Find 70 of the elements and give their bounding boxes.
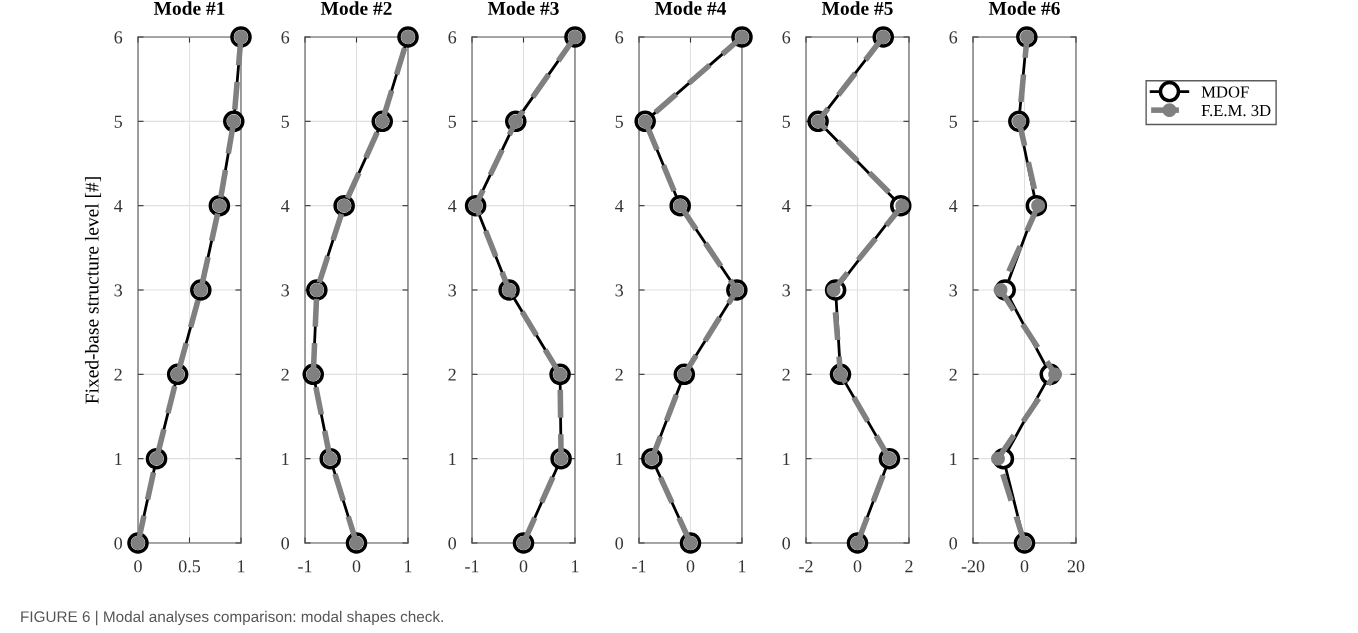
y-tick-label: 3 xyxy=(782,284,791,297)
chart-title: Mode #4 xyxy=(654,1,727,15)
chart-title: Mode #2 xyxy=(320,1,392,15)
y-tick-label: 3 xyxy=(114,284,123,297)
y-axis-title: Fixed-base structure level [#] xyxy=(84,177,102,404)
x-tick-label: 1 xyxy=(405,560,412,573)
x-tick-label: 0 xyxy=(1020,560,1029,573)
y-tick-label: 3 xyxy=(448,284,457,297)
chart-title: Mode #3 xyxy=(487,1,559,15)
x-tick-label: 0.5 xyxy=(178,560,201,573)
y-tick-label: 2 xyxy=(114,368,122,381)
y-tick-label: 1 xyxy=(115,453,122,465)
legend-label: F.E.M. 3D xyxy=(1201,104,1271,117)
x-tick-label: 0 xyxy=(352,560,361,573)
y-tick-label: 0 xyxy=(281,537,290,550)
y-tick-label: 6 xyxy=(949,31,958,44)
x-tick-label: -1 xyxy=(632,560,646,573)
y-tick-label: 0 xyxy=(448,537,457,550)
x-tick-label: -2 xyxy=(799,560,813,573)
y-tick-label: 5 xyxy=(615,115,624,128)
y-tick-label: 0 xyxy=(949,537,958,550)
x-tick-label: 20 xyxy=(1067,560,1085,573)
y-tick-label: 3 xyxy=(949,284,958,297)
chart-title: Mode #6 xyxy=(988,1,1060,15)
y-tick-label: 4 xyxy=(615,200,624,212)
y-tick-label: 1 xyxy=(282,453,289,465)
y-tick-label: 0 xyxy=(782,537,791,550)
x-tick-label: -1 xyxy=(465,560,479,573)
y-tick-label: 3 xyxy=(281,284,290,297)
x-tick-label: -20 xyxy=(961,560,985,573)
y-tick-label: 5 xyxy=(281,115,290,128)
y-tick-label: 6 xyxy=(281,31,290,44)
y-tick-label: 5 xyxy=(114,115,123,128)
y-tick-label: 2 xyxy=(448,368,456,381)
legend-label: MDOF xyxy=(1201,86,1249,98)
y-tick-label: 5 xyxy=(949,115,958,128)
y-tick-label: 1 xyxy=(449,453,456,465)
y-tick-label: 4 xyxy=(949,200,958,212)
y-tick-label: 4 xyxy=(448,200,457,212)
y-tick-label: 4 xyxy=(281,200,290,212)
y-tick-label: 6 xyxy=(782,31,791,44)
y-tick-label: 6 xyxy=(448,31,457,44)
x-tick-label: -1 xyxy=(298,560,312,573)
y-tick-label: 1 xyxy=(616,453,623,465)
x-tick-label: 0 xyxy=(853,560,862,573)
y-tick-label: 2 xyxy=(949,368,957,381)
y-tick-label: 2 xyxy=(615,368,623,381)
x-tick-label: 0 xyxy=(519,560,528,573)
x-tick-label: 0 xyxy=(686,560,695,573)
y-tick-label: 2 xyxy=(782,368,790,381)
x-tick-label: 1 xyxy=(238,560,245,573)
y-tick-label: 1 xyxy=(783,453,790,465)
chart-title: Mode #5 xyxy=(821,1,893,15)
chart-title: Mode #1 xyxy=(153,1,225,15)
caption: FIGURE 6 | Modal analyses comparison: modal shapes check. xyxy=(21,610,443,626)
y-tick-label: 5 xyxy=(782,115,791,128)
y-tick-label: 4 xyxy=(782,200,791,212)
y-tick-label: 5 xyxy=(448,115,457,128)
y-tick-label: 2 xyxy=(281,368,289,381)
y-tick-label: 6 xyxy=(114,31,123,44)
x-tick-label: 1 xyxy=(739,560,746,573)
y-tick-label: 3 xyxy=(615,284,624,297)
y-tick-label: 1 xyxy=(950,453,957,465)
x-tick-label: 2 xyxy=(905,560,913,573)
y-tick-label: 0 xyxy=(615,537,624,550)
y-tick-label: 6 xyxy=(615,31,624,44)
x-tick-label: 0 xyxy=(134,560,142,573)
y-tick-label: 4 xyxy=(114,200,123,212)
x-tick-label: 1 xyxy=(572,560,579,573)
y-tick-label: 0 xyxy=(114,537,123,550)
